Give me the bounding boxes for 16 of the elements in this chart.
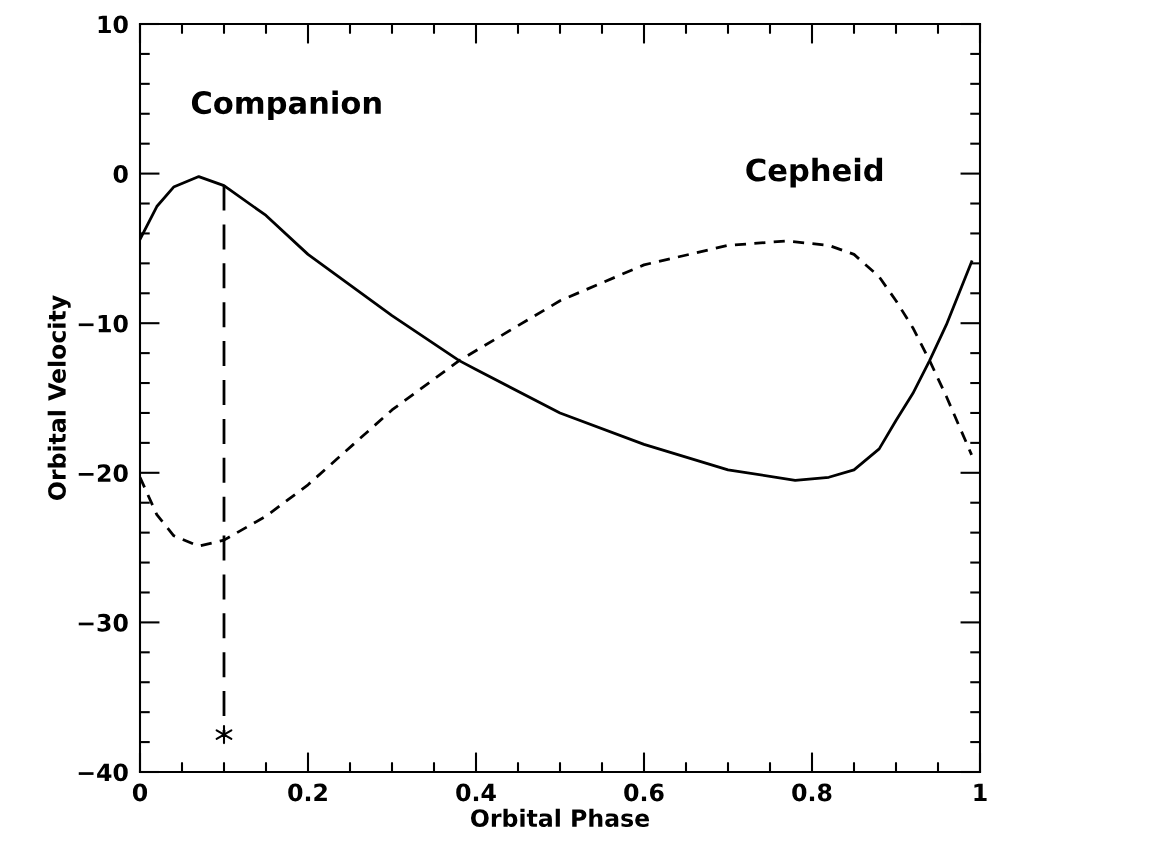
- series-label: Companion: [191, 90, 381, 121]
- x-tick-label: 1: [974, 783, 987, 802]
- x-tick-label: 0.6: [624, 783, 664, 802]
- y-tick-label: 0: [113, 165, 128, 183]
- y-tick-label: −40: [78, 763, 128, 782]
- x-tick-label: 0.8: [792, 783, 832, 802]
- x-axis-title: Orbital Phase: [471, 808, 650, 828]
- x-tick-label: 0.2: [288, 783, 327, 802]
- x-tick-label: 0.4: [456, 783, 496, 802]
- y-axis-title: Orbital Velocity: [47, 295, 71, 500]
- y-tick-label: −10: [78, 314, 128, 333]
- series-label: Cepheid: [746, 157, 883, 188]
- y-tick-label: −30: [78, 613, 128, 632]
- y-tick-label: −20: [78, 464, 128, 483]
- y-tick-label: 10: [98, 15, 128, 34]
- x-tick-label: 0: [132, 783, 148, 802]
